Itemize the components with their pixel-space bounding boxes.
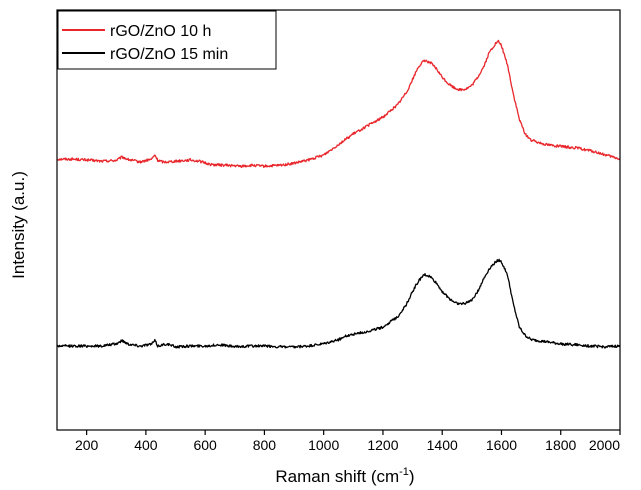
x-tick-label: 2000 (589, 437, 620, 453)
x-axis-title-superscript: -1 (399, 466, 409, 478)
plot-area-frame (56, 9, 621, 431)
x-tick-label: 1000 (308, 437, 339, 453)
x-tick-label: 1400 (427, 437, 458, 453)
x-tick-label: 1200 (367, 437, 398, 453)
x-axis-ticks: 200 400 600 800 1000 1200 1400 1600 1800 2000 (75, 430, 621, 453)
y-axis-title: Intensity (a.u.) (9, 171, 28, 279)
x-axis-title-main: Raman shift (cm (275, 467, 399, 486)
x-axis-title-close: ) (409, 467, 415, 486)
x-tick-label: 200 (75, 437, 99, 453)
x-axis-title: Raman shift (cm-1) (275, 466, 414, 486)
legend-box (57, 10, 277, 70)
legend-label-2: rGO/ZnO 15 min (110, 46, 228, 63)
series-layer (56, 39, 621, 349)
x-tick-label: 600 (193, 437, 217, 453)
x-tick-label: 1600 (486, 437, 517, 453)
series-line-1 (56, 39, 621, 169)
x-tick-label: 400 (134, 437, 158, 453)
legend-label-1: rGO/ZnO 10 h (110, 23, 211, 40)
legend: rGO/ZnO 10 h rGO/ZnO 15 min (57, 10, 277, 70)
series-line-2 (56, 258, 621, 349)
x-tick-label: 1800 (545, 437, 576, 453)
x-tick-label: 800 (253, 437, 277, 453)
